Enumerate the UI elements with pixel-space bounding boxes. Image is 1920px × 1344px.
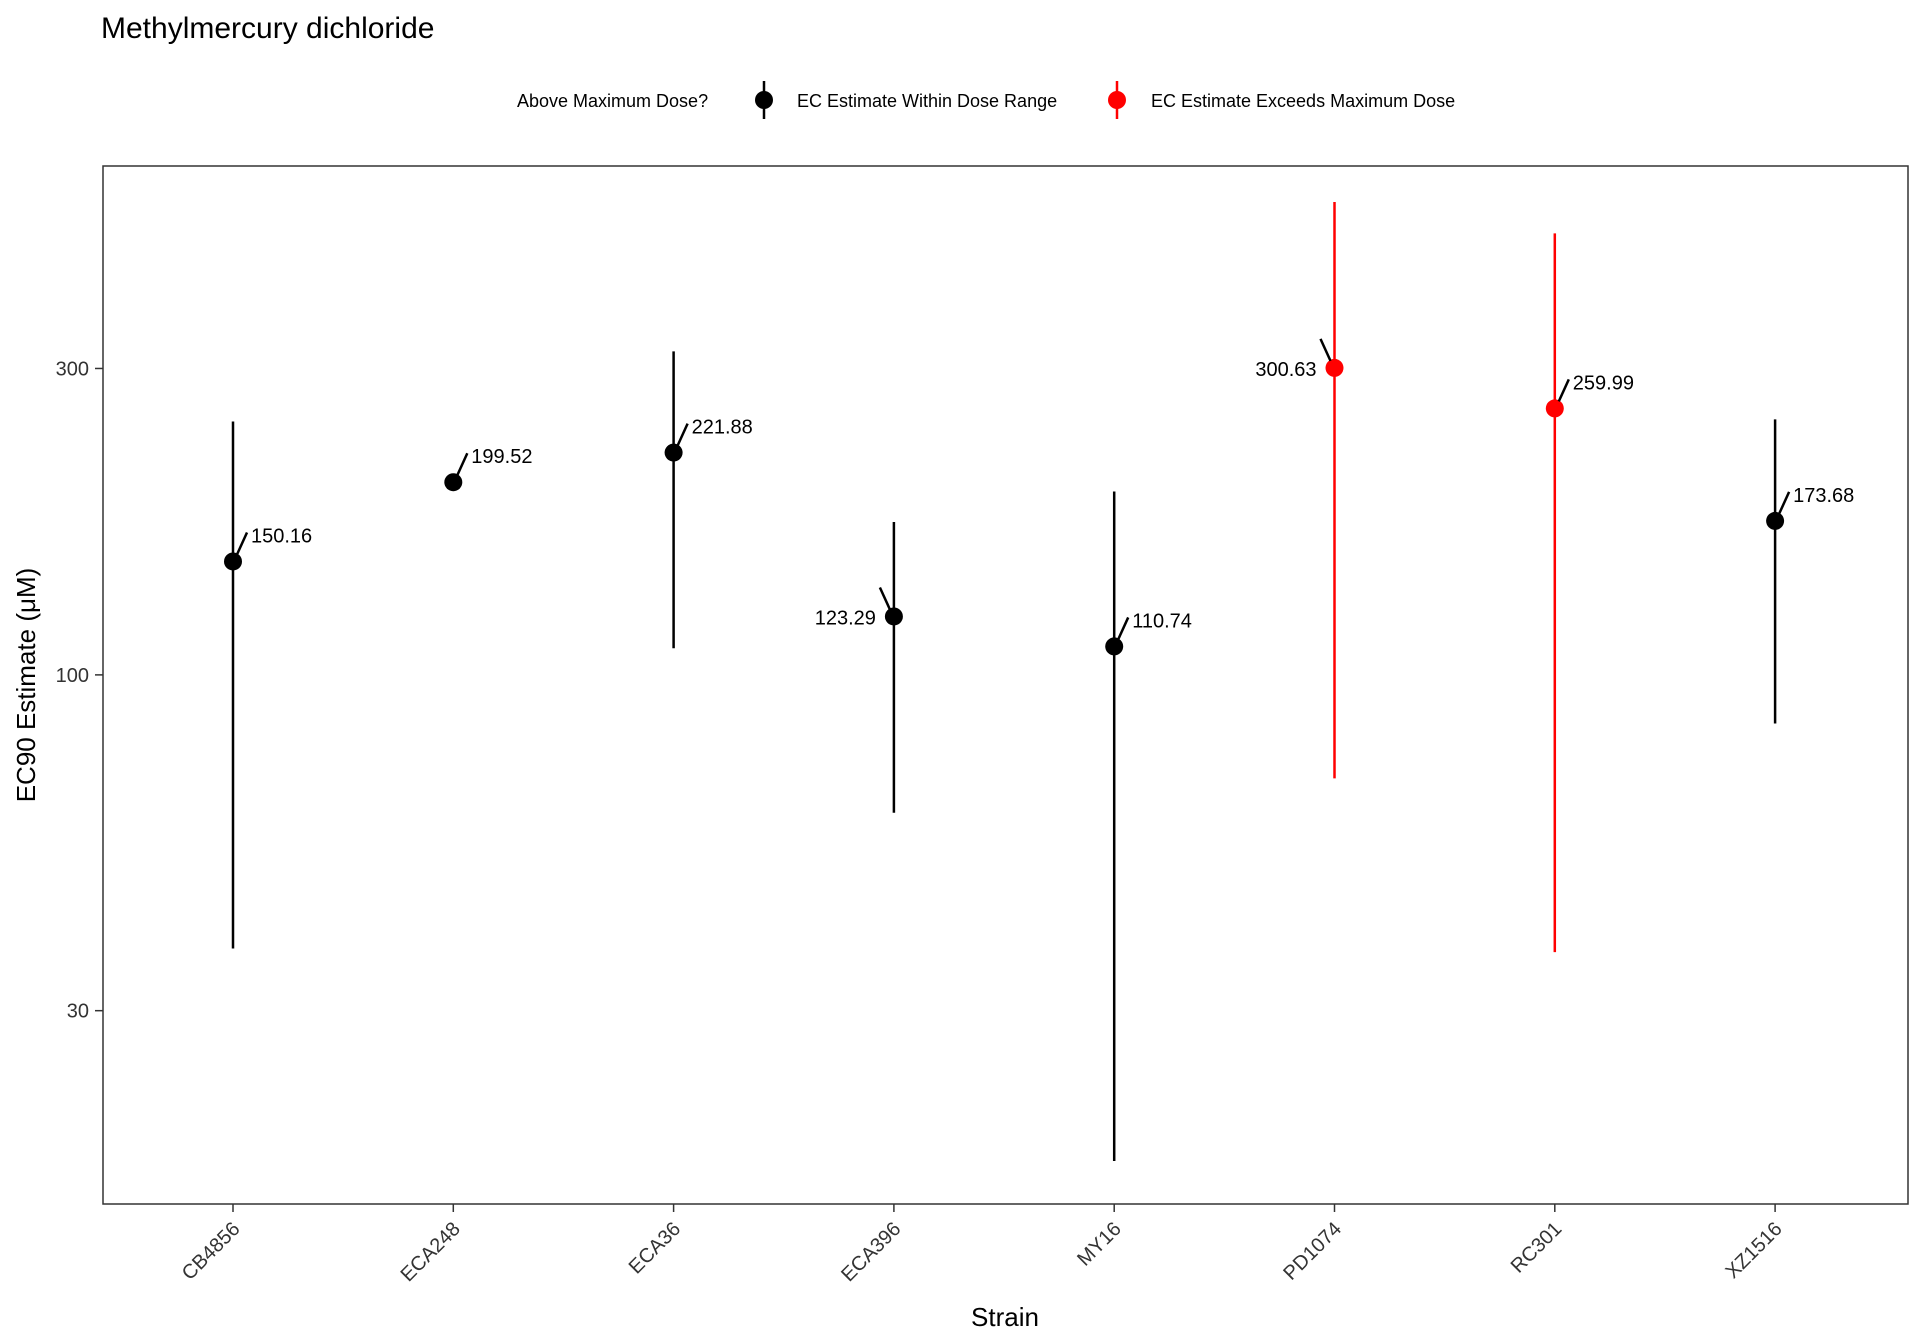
y-tick-label: 30 bbox=[67, 1001, 89, 1023]
label-leader bbox=[878, 586, 892, 611]
x-tick-label: PD1074 bbox=[1279, 1218, 1346, 1285]
data-point bbox=[444, 473, 463, 492]
data-layer: 150.16 199.52 221.88 123.29 110.74 300.63 259.… bbox=[224, 201, 1854, 1162]
label-leader bbox=[1117, 616, 1130, 640]
x-tick-label: ECA396 bbox=[837, 1218, 905, 1286]
label-leader bbox=[676, 423, 689, 447]
legend-label: EC Estimate Within Dose Range bbox=[797, 91, 1057, 111]
data-point bbox=[224, 552, 242, 571]
data-point bbox=[1545, 399, 1564, 418]
data-point bbox=[664, 443, 683, 462]
data-label: 123.29 bbox=[815, 607, 876, 629]
label-leader bbox=[456, 452, 469, 476]
legend-label: EC Estimate Exceeds Maximum Dose bbox=[1151, 91, 1455, 111]
data-point bbox=[884, 607, 903, 626]
x-tick-label: XZ1516 bbox=[1722, 1218, 1787, 1283]
data-label: 259.99 bbox=[1573, 372, 1634, 394]
legend-key-point bbox=[1108, 91, 1126, 109]
x-tick-label: RC301 bbox=[1507, 1218, 1567, 1278]
plot-panel bbox=[102, 165, 1909, 1205]
legend-key-point bbox=[755, 91, 773, 109]
x-tick-label: MY16 bbox=[1073, 1218, 1126, 1271]
label-leader bbox=[1777, 491, 1791, 515]
label-leader bbox=[1319, 338, 1332, 362]
x-tick-label: ECA36 bbox=[625, 1218, 685, 1278]
legend-title: Above Maximum Dose? bbox=[517, 91, 708, 111]
x-tick-label: ECA248 bbox=[397, 1218, 465, 1286]
chart-title: Methylmercury dichloride bbox=[101, 12, 434, 45]
label-leader bbox=[1557, 378, 1570, 402]
x-tick-label: CB4856 bbox=[178, 1218, 245, 1285]
legend: Above Maximum Dose? EC Estimate Within D… bbox=[517, 81, 1455, 119]
data-point bbox=[1105, 637, 1124, 656]
y-tick-label: 300 bbox=[56, 358, 89, 380]
data-label: 173.68 bbox=[1793, 485, 1854, 507]
y-tick-label: 100 bbox=[56, 665, 89, 687]
y-axis: 30 100 300 bbox=[56, 358, 103, 1023]
y-axis-title: EC90 Estimate (μM) bbox=[11, 568, 41, 803]
data-label: 150.16 bbox=[251, 525, 312, 547]
label-leader bbox=[235, 531, 249, 556]
data-label: 199.52 bbox=[471, 446, 532, 468]
data-label: 221.88 bbox=[692, 417, 753, 439]
data-label: 300.63 bbox=[1255, 359, 1316, 381]
legend-entries: EC Estimate Within Dose Range EC Estimate… bbox=[755, 81, 1455, 119]
x-axis: CB4856 ECA248 ECA36 ECA396 MY16 PD1074 RC301 XZ… bbox=[178, 1204, 1787, 1286]
data-point bbox=[1766, 511, 1785, 530]
data-point bbox=[1325, 358, 1344, 377]
x-axis-title: Strain bbox=[971, 1302, 1039, 1332]
data-label: 110.74 bbox=[1132, 610, 1192, 632]
